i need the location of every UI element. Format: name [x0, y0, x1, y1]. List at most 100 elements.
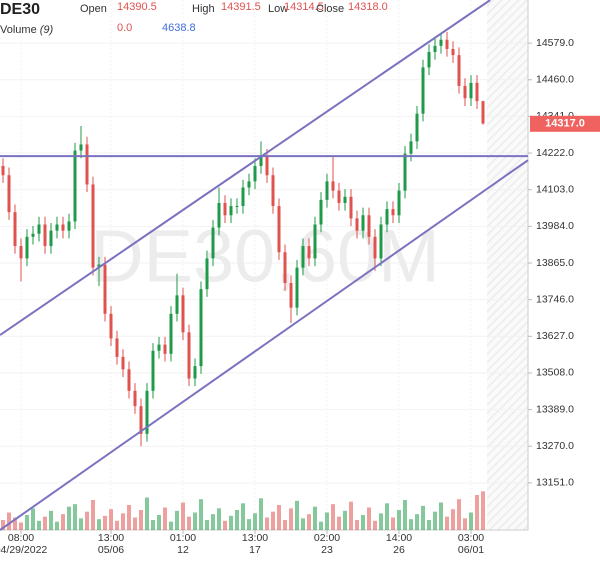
- volume-bar: [73, 504, 77, 530]
- candle-body: [415, 113, 419, 142]
- future-area: [487, 0, 528, 530]
- candle-body: [265, 156, 269, 176]
- candle-body: [289, 283, 293, 308]
- volume-bar: [427, 520, 431, 530]
- candle-body: [337, 190, 341, 203]
- volume-bar: [319, 521, 323, 530]
- candle-body: [73, 150, 77, 222]
- volume-bar: [193, 512, 197, 530]
- volume-bar: [61, 514, 65, 530]
- y-tick-label: 13865.0: [536, 257, 574, 269]
- volume-bar: [169, 521, 173, 530]
- volume-bar: [391, 517, 395, 530]
- candle-body: [403, 153, 407, 191]
- candle-body: [103, 264, 107, 314]
- volume-bar: [241, 503, 245, 530]
- volume-bar: [415, 514, 419, 530]
- candle-body: [1, 165, 5, 176]
- volume-bar: [19, 522, 23, 530]
- y-tick-label: 13746.0: [536, 293, 574, 305]
- candle-body: [217, 202, 221, 228]
- candle-body: [211, 227, 215, 259]
- volume-bar: [127, 505, 131, 530]
- candle-body: [259, 156, 263, 166]
- volume-bar: [463, 518, 467, 530]
- candle-body: [307, 246, 311, 259]
- volume-bar: [373, 520, 377, 530]
- y-tick-label: 14460.0: [536, 74, 574, 86]
- candle-body: [43, 224, 47, 247]
- candle-body: [187, 332, 191, 379]
- candle-body: [271, 175, 275, 207]
- volume-bar: [79, 518, 83, 530]
- candle-body: [175, 295, 179, 314]
- field-value: 14391.5: [221, 1, 261, 13]
- volume-label: Volume (9): [0, 24, 53, 36]
- candle-body: [109, 313, 113, 339]
- x-tick-label: 17: [249, 544, 261, 556]
- x-tick-label: 12: [177, 544, 189, 556]
- volume-bar: [25, 515, 29, 530]
- candle-body: [397, 190, 401, 216]
- candle-body: [7, 175, 11, 213]
- x-tick-label: 13:00: [98, 532, 124, 544]
- candle-body: [205, 258, 209, 290]
- y-tick-label: 13627.0: [536, 330, 574, 342]
- trendline: [0, 0, 491, 336]
- candle-body: [193, 366, 197, 379]
- x-tick-label: 23: [321, 544, 333, 556]
- volume-bar: [469, 512, 473, 530]
- candle-body: [409, 141, 413, 154]
- candle-body: [19, 246, 23, 259]
- volume-bar: [253, 513, 257, 530]
- volume-bar: [31, 508, 35, 530]
- volume-bar: [355, 520, 359, 530]
- x-tick-label: 08:00: [8, 532, 34, 544]
- volume-bar: [367, 507, 371, 530]
- candle-body: [457, 55, 461, 86]
- candle-body: [331, 181, 335, 191]
- candle-body: [49, 230, 53, 247]
- volume-bar: [199, 499, 203, 530]
- candle-body: [361, 215, 365, 231]
- candle-body: [199, 289, 203, 367]
- volume-bar: [301, 518, 305, 530]
- candle-body: [37, 224, 41, 234]
- candle-body: [451, 48, 455, 56]
- volume-bar: [331, 504, 335, 530]
- volume-bar: [247, 519, 251, 530]
- volume-bar: [283, 520, 287, 530]
- candle-body: [385, 209, 389, 225]
- volume-bar: [379, 513, 383, 530]
- candle-body: [169, 313, 173, 354]
- candle-body: [481, 101, 485, 124]
- price-tag: [530, 115, 600, 132]
- volume-bar: [439, 502, 443, 530]
- candle-body: [319, 199, 323, 225]
- candle-body: [127, 369, 131, 391]
- volume-bar: [325, 512, 329, 530]
- field-name: Close: [316, 3, 344, 15]
- volume-bar: [259, 498, 263, 530]
- symbol: DE30: [0, 1, 40, 18]
- y-tick-label: 13508.0: [536, 367, 574, 379]
- candle-body: [181, 295, 185, 333]
- volume-bar: [103, 515, 107, 530]
- x-tick-label: 01:00: [170, 532, 196, 544]
- volume-bar: [181, 502, 185, 530]
- candle-body: [421, 67, 425, 114]
- volume-bar: [457, 499, 461, 530]
- field-value: 14318.0: [348, 1, 388, 13]
- candle-body: [253, 165, 257, 182]
- candle-body: [463, 85, 467, 99]
- volume-bar: [271, 511, 275, 530]
- field-value: 14314.5: [284, 1, 324, 13]
- y-tick-label: 14103.0: [536, 183, 574, 195]
- candle-body: [25, 236, 29, 259]
- volume-bar: [97, 519, 101, 530]
- candle-body: [91, 184, 95, 268]
- volume-bar: [55, 521, 59, 530]
- volume-bar: [313, 506, 317, 530]
- candle-body: [241, 187, 245, 207]
- x-tick-label: 26: [393, 544, 405, 556]
